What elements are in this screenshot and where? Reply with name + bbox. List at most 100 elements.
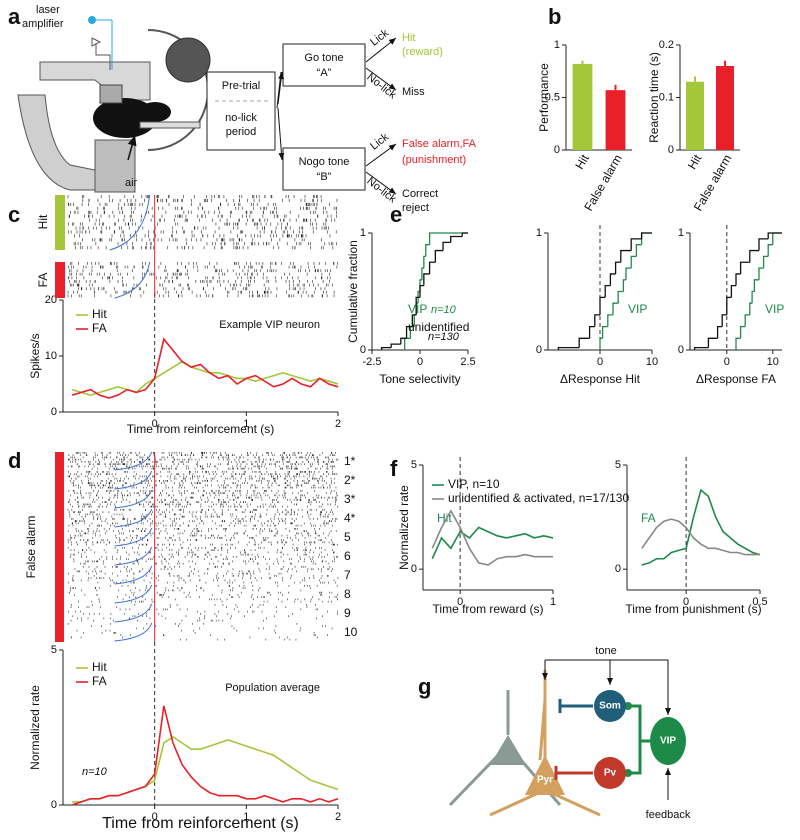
go-label: Go tone: [304, 52, 343, 64]
series-line: [72, 735, 339, 803]
feedback-label: feedback: [646, 809, 691, 821]
y-tick-label: 5: [51, 644, 57, 656]
lick-curve: [109, 194, 151, 251]
lick-curve: [114, 451, 153, 471]
y-tick-label: 1: [360, 227, 366, 239]
cdf-step: [753, 279, 759, 292]
x-tick-label: 2: [335, 418, 341, 430]
y-tick-label: 0: [51, 406, 57, 418]
hit-outcome: (reward): [402, 46, 443, 58]
x-axis-label: Time from reinforcement (s): [102, 815, 299, 832]
y-tick-label: 1: [678, 227, 684, 239]
amplifier-label: amplifier: [22, 18, 64, 30]
series-line: [71, 360, 339, 397]
annotation: n=10: [82, 766, 108, 778]
cdf-step: [461, 232, 468, 237]
cdf-step: [749, 302, 753, 315]
cdf-step: [707, 337, 718, 348]
cdf-step: [630, 255, 637, 269]
cdf-step: [588, 325, 595, 339]
y-tick-label: 0: [536, 344, 542, 356]
x-tick-label: 0: [683, 596, 689, 608]
x-axis-label: ΔResponse FA: [696, 372, 776, 386]
x-tick-label: 0: [417, 356, 423, 368]
fa-bar: [55, 262, 65, 298]
cdf-step: [578, 337, 590, 348]
trial-label: 2*: [344, 473, 356, 487]
fa-bar: [55, 452, 64, 642]
annotation: n=130: [428, 331, 460, 343]
y-axis-label: Cumulative fraction: [346, 240, 360, 343]
lick-curve: [114, 261, 151, 299]
cdf-step: [390, 343, 401, 348]
raster-label: Hit: [36, 214, 50, 229]
x-tick-label: 2: [335, 811, 341, 823]
lick-curve: [114, 603, 153, 623]
panel-label: g: [418, 674, 431, 699]
y-axis-label: Normalized rate: [28, 685, 42, 770]
x-tick-label: 0: [152, 811, 158, 823]
nogo-label: Nogo tone: [299, 156, 350, 168]
cdf-step: [693, 347, 709, 350]
hit-bar: [55, 195, 65, 250]
x-axis-label: Time from punishment (s): [625, 602, 761, 616]
legend-label: VIP, n=10: [448, 477, 500, 491]
bar: [716, 66, 734, 150]
y-tick-label: 5: [615, 459, 621, 471]
lick-curve: [114, 546, 153, 566]
laser-label: laser: [36, 4, 60, 16]
cdf-step: [622, 279, 626, 292]
cdf-step: [607, 314, 613, 327]
y-axis-label: Reaction time (s): [647, 52, 661, 143]
trial-label: 1*: [344, 454, 356, 468]
legend-label: Hit: [92, 307, 107, 321]
cdf-step: [450, 235, 463, 243]
nogo-label: “B”: [317, 171, 332, 183]
cdf-step: [640, 232, 652, 239]
cdf-step: [599, 296, 606, 315]
cdf-step: [423, 273, 430, 286]
trial-label: 4*: [344, 511, 356, 525]
apparatus: [17, 16, 211, 193]
chart-title: Example VIP neuron: [219, 319, 320, 331]
trial-label: 5: [344, 530, 351, 544]
trial-label: 8: [344, 587, 351, 601]
pyr-label: Pyr: [537, 775, 553, 786]
y-tick-label: 0: [360, 344, 366, 356]
cdf-step: [411, 314, 417, 327]
legend-label: FA: [92, 321, 107, 335]
lick-curve: [114, 584, 153, 604]
cdf-step: [758, 238, 769, 251]
cdf-step: [380, 347, 392, 350]
raster-label: False alarm: [24, 516, 38, 579]
trial-label: 3*: [344, 492, 356, 506]
nolick-label: period: [226, 126, 257, 138]
chart-title: Population average: [225, 682, 320, 694]
series-line: [71, 337, 339, 399]
cdf-step: [767, 244, 773, 257]
cdf-step: [428, 232, 468, 245]
nolick-branch-label: No-lick: [364, 175, 398, 205]
cdf-step: [758, 267, 764, 280]
hit-outcome: Hit: [402, 32, 415, 44]
cdf-step: [442, 241, 451, 251]
circuit: [448, 659, 686, 817]
lick-label: Lick: [368, 27, 391, 49]
y-axis-label: Normalized rate: [397, 485, 411, 570]
legend-label: VIP: [408, 302, 427, 316]
panel-label: a: [8, 4, 21, 29]
y-tick-label: 0.2: [659, 39, 674, 51]
cdf-step: [428, 261, 436, 274]
bar: [605, 90, 626, 150]
x-axis-label: Time from reinforcement (s): [127, 422, 275, 436]
cdf-step: [735, 337, 741, 350]
task-flow: [206, 37, 397, 195]
trial-label: 6: [344, 549, 351, 563]
x-tick-label: 0: [457, 596, 463, 608]
x-tick-label: 0: [152, 418, 158, 430]
x-tick-label: 1: [243, 811, 249, 823]
cdf-step: [599, 337, 603, 350]
y-tick-label: 0: [411, 563, 417, 575]
cdf-step: [749, 249, 759, 263]
